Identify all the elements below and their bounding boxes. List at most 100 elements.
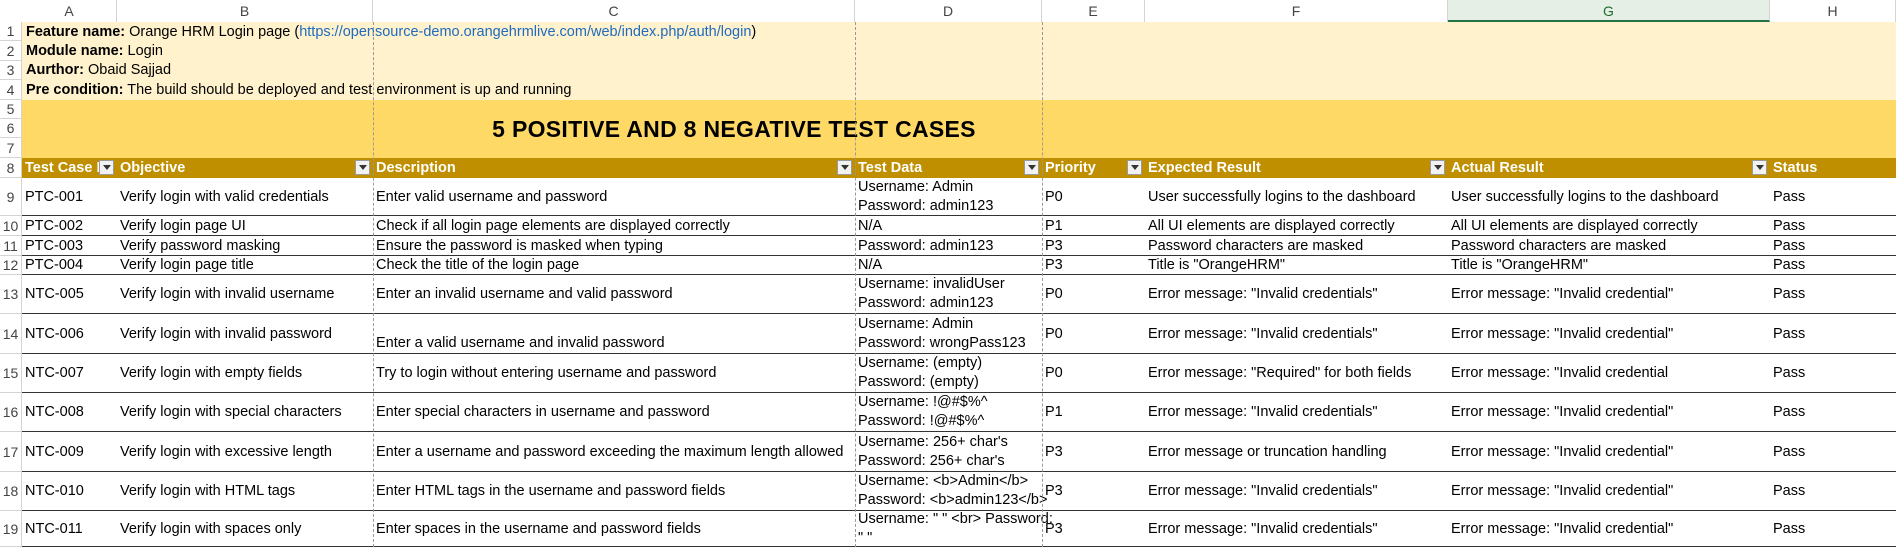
priority-cell[interactable]: P3 [1045,237,1063,254]
row-header-1[interactable]: 1 [0,22,22,41]
actual-cell[interactable]: All UI elements are displayed correctly [1451,217,1698,234]
objective-cell[interactable]: Verify login page title [120,257,254,273]
status-cell[interactable]: Pass [1773,365,1806,381]
expected-cell[interactable]: Title is "OrangeHRM" [1148,257,1286,273]
actual-cell[interactable]: Error message: "Invalid credential" [1451,286,1674,302]
id-cell[interactable]: PTC-002 [25,217,84,234]
actual-cell[interactable]: Error message: "Invalid credential" [1451,443,1674,460]
row-header-9[interactable]: 9 [0,178,22,216]
objective-cell[interactable]: Verify login with special characters [120,404,342,420]
priority-cell[interactable]: P0 [1045,188,1063,205]
description-cell[interactable]: Ensure the password is masked when typin… [376,237,663,254]
priority-cell[interactable]: P1 [1045,404,1063,420]
id-cell[interactable]: NTC-008 [25,404,84,420]
status-cell[interactable]: Pass [1773,188,1806,205]
column-header-g[interactable]: G [1448,0,1770,22]
header-cell[interactable]: Actual Result [1448,158,1770,178]
header-cell[interactable]: Priority [1042,158,1145,178]
feature-line[interactable]: Feature name: Orange HRM Login page (htt… [26,22,756,42]
priority-cell[interactable]: P1 [1045,217,1063,234]
priority-cell[interactable]: P0 [1045,365,1063,381]
row-header-12[interactable]: 12 [0,256,22,275]
priority-cell[interactable]: P0 [1045,286,1063,302]
objective-cell[interactable]: Verify login with invalid username [120,286,335,302]
expected-cell[interactable]: All UI elements are displayed correctly [1148,217,1395,234]
filter-dropdown-icon[interactable] [99,160,114,175]
row-header-5[interactable]: 5 [0,100,22,119]
row-header-16[interactable]: 16 [0,393,22,432]
filter-dropdown-icon[interactable] [355,160,370,175]
test-data-cell[interactable]: Username: 256+ char's Password: 256+ char… [855,432,1042,471]
objective-cell[interactable]: Verify password masking [120,237,281,254]
expected-cell[interactable]: Error message or truncation handling [1148,443,1387,460]
id-cell[interactable]: NTC-005 [25,286,84,302]
id-cell[interactable]: PTC-001 [25,188,84,205]
objective-cell[interactable]: Verify login page UI [120,217,246,234]
header-cell[interactable]: Objective [117,158,373,178]
status-cell[interactable]: Pass [1773,325,1806,342]
test-data-cell[interactable]: Username: (empty) Password: (empty) [855,354,1042,392]
status-cell[interactable]: Pass [1773,237,1806,254]
priority-cell[interactable]: P3 [1045,520,1063,537]
row-header-11[interactable]: 11 [0,236,22,256]
priority-cell[interactable]: P0 [1045,325,1063,342]
row-header-4[interactable]: 4 [0,80,22,100]
actual-cell[interactable]: Error message: "Invalid credential" [1451,404,1674,420]
description-cell[interactable]: Enter spaces in the username and passwor… [376,520,701,537]
column-header-b[interactable]: B [117,0,373,22]
row-header-8[interactable]: 8 [0,158,22,178]
test-data-cell[interactable]: Username: <b>Admin</b> Password: <b>admin… [855,472,1047,510]
expected-cell[interactable]: Error message: "Invalid credentials" [1148,520,1378,537]
filter-dropdown-icon[interactable] [1752,160,1767,175]
row-header-18[interactable]: 18 [0,472,22,511]
id-cell[interactable]: PTC-004 [25,257,84,273]
description-cell[interactable]: Enter a valid username and invalid passw… [376,335,665,351]
description-cell[interactable]: Enter valid username and password [376,188,608,205]
status-cell[interactable]: Pass [1773,520,1806,537]
actual-cell[interactable]: Title is "OrangeHRM" [1451,257,1589,273]
actual-cell[interactable]: Error message: "Invalid credential [1451,365,1669,381]
id-cell[interactable]: NTC-010 [25,483,84,499]
test-data-cell[interactable]: Username: !@#$%^ Password: !@#$%^ [855,393,1042,431]
header-cell[interactable]: Description [373,158,855,178]
test-data-cell[interactable]: N/A [858,217,883,234]
filter-dropdown-icon[interactable] [1127,160,1142,175]
column-header-c[interactable]: C [373,0,855,22]
objective-cell[interactable]: Verify login with HTML tags [120,483,296,499]
precondition-line[interactable]: Pre condition: The build should be deplo… [26,80,571,100]
row-header-13[interactable]: 13 [0,275,22,314]
header-cell[interactable]: Status [1770,158,1896,178]
objective-cell[interactable]: Verify login with excessive length [120,443,332,460]
expected-cell[interactable]: Error message: "Invalid credentials" [1148,404,1378,420]
description-cell[interactable]: Enter special characters in username and… [376,404,710,420]
column-header-e[interactable]: E [1042,0,1145,22]
row-header-7[interactable]: 7 [0,138,22,158]
module-line[interactable]: Module name: Login [26,41,163,61]
description-cell[interactable]: Enter a username and password exceeding … [376,443,844,460]
priority-cell[interactable]: P3 [1045,483,1063,499]
expected-cell[interactable]: User successfully logins to the dashboar… [1148,188,1416,205]
row-header-19[interactable]: 19 [0,511,22,547]
test-data-cell[interactable]: Username: " " <br> Password: " " [855,511,1053,546]
feature-link[interactable]: https://opensource-demo.orangehrmlive.co… [299,24,752,40]
column-header-f[interactable]: F [1145,0,1448,22]
objective-cell[interactable]: Verify login with spaces only [120,520,302,537]
author-line[interactable]: Aurthor: Obaid Sajjad [26,60,171,80]
row-header-15[interactable]: 15 [0,354,22,393]
actual-cell[interactable]: Error message: "Invalid credential" [1451,325,1674,342]
expected-cell[interactable]: Error message: "Invalid credentials" [1148,286,1378,302]
id-cell[interactable]: NTC-007 [25,365,84,381]
header-cell[interactable]: Test Data [855,158,1042,178]
row-header-10[interactable]: 10 [0,216,22,236]
test-data-cell[interactable]: Password: admin123 [858,237,994,254]
description-cell[interactable]: Check if all login page elements are dis… [376,217,730,234]
column-header-h[interactable]: H [1770,0,1896,22]
priority-cell[interactable]: P3 [1045,443,1063,460]
test-data-cell[interactable]: N/A [858,257,883,273]
description-cell[interactable]: Try to login without entering username a… [376,365,717,381]
id-cell[interactable]: NTC-009 [25,443,84,460]
id-cell[interactable]: NTC-006 [25,325,84,342]
row-header-3[interactable]: 3 [0,61,22,80]
status-cell[interactable]: Pass [1773,443,1806,460]
objective-cell[interactable]: Verify login with valid credentials [120,188,329,205]
